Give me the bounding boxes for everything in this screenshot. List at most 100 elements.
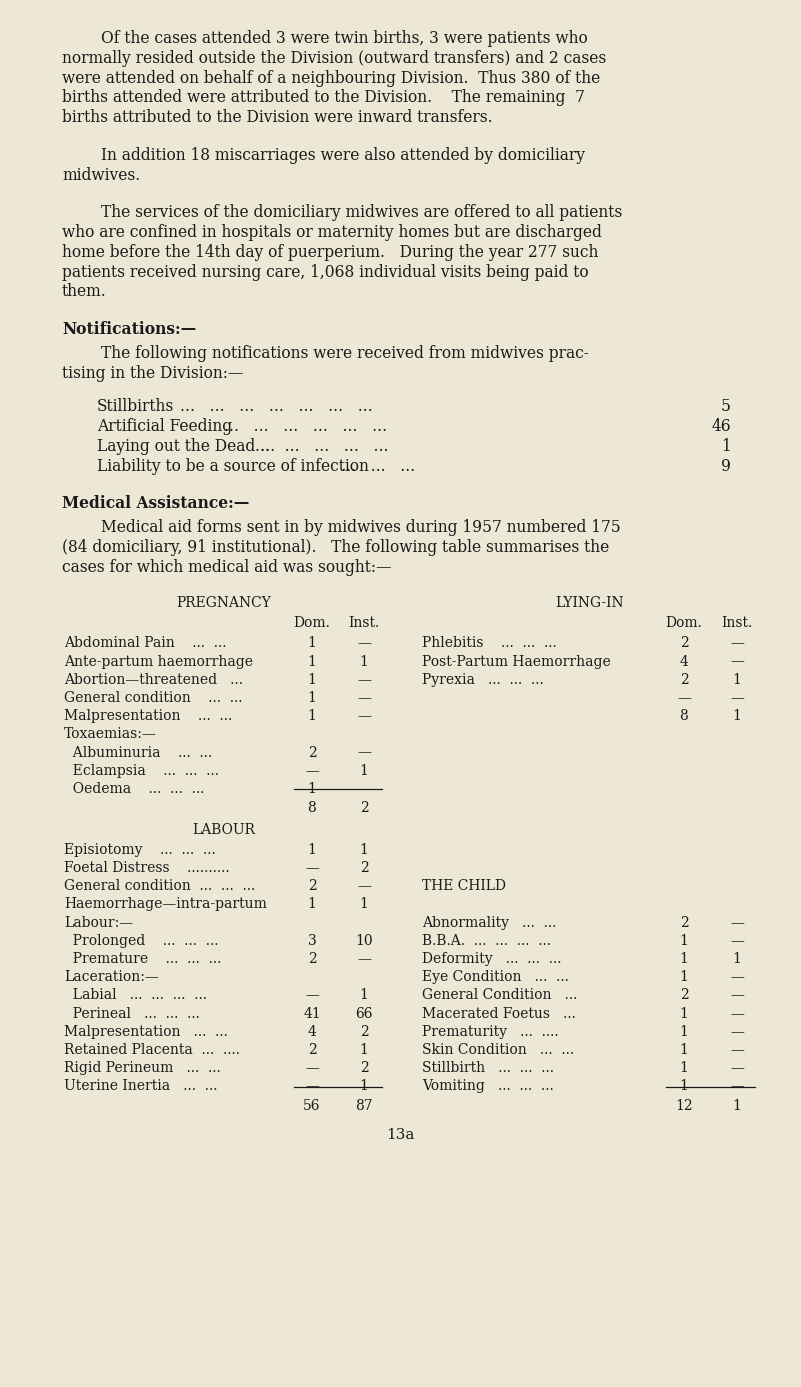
Text: Eye Condition   ...  ...: Eye Condition ... ... bbox=[422, 971, 569, 985]
Text: —: — bbox=[357, 673, 371, 687]
Text: —: — bbox=[730, 1025, 744, 1039]
Text: Medical Assistance:—: Medical Assistance:— bbox=[62, 495, 249, 512]
Text: —: — bbox=[730, 655, 744, 669]
Text: Dom.: Dom. bbox=[293, 616, 331, 630]
Text: —: — bbox=[305, 1079, 319, 1093]
Text: 12: 12 bbox=[675, 1099, 693, 1112]
Text: who are confined in hospitals or maternity homes but are discharged: who are confined in hospitals or materni… bbox=[62, 225, 602, 241]
Text: 46: 46 bbox=[711, 417, 731, 436]
Text: —: — bbox=[730, 1007, 744, 1021]
Text: midwives.: midwives. bbox=[62, 166, 140, 183]
Text: Skin Condition   ...  ...: Skin Condition ... ... bbox=[422, 1043, 574, 1057]
Text: Episiotomy    ...  ...  ...: Episiotomy ... ... ... bbox=[64, 843, 215, 857]
Text: Laying out the Dead ...: Laying out the Dead ... bbox=[97, 438, 275, 455]
Text: Ante-partum haemorrhage: Ante-partum haemorrhage bbox=[64, 655, 253, 669]
Text: —: — bbox=[357, 746, 371, 760]
Text: 1: 1 bbox=[679, 933, 688, 947]
Text: —: — bbox=[357, 879, 371, 893]
Text: 3: 3 bbox=[308, 933, 316, 947]
Text: —: — bbox=[357, 691, 371, 705]
Text: 8: 8 bbox=[308, 802, 316, 816]
Text: were attended on behalf of a neighbouring Division.  Thus 380 of the: were attended on behalf of a neighbourin… bbox=[62, 69, 600, 86]
Text: Rigid Perineum   ...  ...: Rigid Perineum ... ... bbox=[64, 1061, 221, 1075]
Text: —: — bbox=[357, 782, 371, 796]
Text: normally resided outside the Division (outward transfers) and 2 cases: normally resided outside the Division (o… bbox=[62, 50, 606, 67]
Text: Of the cases attended 3 were twin births, 3 were patients who: Of the cases attended 3 were twin births… bbox=[62, 31, 588, 47]
Text: —: — bbox=[305, 989, 319, 1003]
Text: —: — bbox=[730, 971, 744, 985]
Text: 1: 1 bbox=[679, 1061, 688, 1075]
Text: Macerated Foetus   ...: Macerated Foetus ... bbox=[422, 1007, 576, 1021]
Text: births attended were attributed to the Division.    The remaining  7: births attended were attributed to the D… bbox=[62, 89, 585, 107]
Text: 66: 66 bbox=[356, 1007, 372, 1021]
Text: —: — bbox=[305, 861, 319, 875]
Text: cases for which medical aid was sought:—: cases for which medical aid was sought:— bbox=[62, 559, 392, 576]
Text: 2: 2 bbox=[360, 1061, 368, 1075]
Text: 1: 1 bbox=[308, 691, 316, 705]
Text: Labial   ...  ...  ...  ...: Labial ... ... ... ... bbox=[64, 989, 207, 1003]
Text: Perineal   ...  ...  ...: Perineal ... ... ... bbox=[64, 1007, 200, 1021]
Text: The following notifications were received from midwives prac-: The following notifications were receive… bbox=[62, 345, 589, 362]
Text: Medical aid forms sent in by midwives during 1957 numbered 175: Medical aid forms sent in by midwives du… bbox=[62, 519, 621, 535]
Text: —: — bbox=[305, 1061, 319, 1075]
Text: 2: 2 bbox=[308, 1043, 316, 1057]
Text: —: — bbox=[730, 915, 744, 929]
Text: them.: them. bbox=[62, 283, 107, 301]
Text: 1: 1 bbox=[360, 655, 368, 669]
Text: (84 domiciliary, 91 institutional).   The following table summarises the: (84 domiciliary, 91 institutional). The … bbox=[62, 540, 610, 556]
Text: 1: 1 bbox=[679, 1025, 688, 1039]
Text: Deformity   ...  ...  ...: Deformity ... ... ... bbox=[422, 951, 562, 967]
Text: —: — bbox=[730, 637, 744, 651]
Text: —: — bbox=[357, 951, 371, 967]
Text: Laceration:—: Laceration:— bbox=[64, 971, 159, 985]
Text: Abnormality   ...  ...: Abnormality ... ... bbox=[422, 915, 557, 929]
Text: 1: 1 bbox=[733, 1099, 742, 1112]
Text: 1: 1 bbox=[679, 951, 688, 967]
Text: 1: 1 bbox=[360, 989, 368, 1003]
Text: —: — bbox=[357, 709, 371, 723]
Text: ...   ...   ...   ...   ...   ...   ...: ... ... ... ... ... ... ... bbox=[180, 398, 373, 415]
Text: Retained Placenta  ...  ....: Retained Placenta ... .... bbox=[64, 1043, 240, 1057]
Text: 2: 2 bbox=[679, 637, 688, 651]
Text: 1: 1 bbox=[360, 843, 368, 857]
Text: B.B.A.  ...  ...  ...  ...: B.B.A. ... ... ... ... bbox=[422, 933, 551, 947]
Text: 4: 4 bbox=[679, 655, 688, 669]
Text: Labour:—: Labour:— bbox=[64, 915, 133, 929]
Text: 9: 9 bbox=[721, 458, 731, 474]
Text: Malpresentation   ...  ...: Malpresentation ... ... bbox=[64, 1025, 227, 1039]
Text: 13a: 13a bbox=[386, 1128, 415, 1142]
Text: Pyrexia   ...  ...  ...: Pyrexia ... ... ... bbox=[422, 673, 544, 687]
Text: General condition  ...  ...  ...: General condition ... ... ... bbox=[64, 879, 256, 893]
Text: 1: 1 bbox=[308, 655, 316, 669]
Text: The services of the domiciliary midwives are offered to all patients: The services of the domiciliary midwives… bbox=[62, 204, 622, 222]
Text: 8: 8 bbox=[679, 709, 688, 723]
Text: —: — bbox=[730, 691, 744, 705]
Text: Uterine Inertia   ...  ...: Uterine Inertia ... ... bbox=[64, 1079, 218, 1093]
Text: Malpresentation    ...  ...: Malpresentation ... ... bbox=[64, 709, 232, 723]
Text: 2: 2 bbox=[308, 746, 316, 760]
Text: Toxaemias:—: Toxaemias:— bbox=[64, 727, 157, 741]
Text: 1: 1 bbox=[679, 1043, 688, 1057]
Text: Foetal Distress    ..........: Foetal Distress .......... bbox=[64, 861, 230, 875]
Text: 1: 1 bbox=[679, 971, 688, 985]
Text: LYING-IN: LYING-IN bbox=[555, 596, 624, 610]
Text: Stillbirth   ...  ...  ...: Stillbirth ... ... ... bbox=[422, 1061, 554, 1075]
Text: 1: 1 bbox=[360, 764, 368, 778]
Text: Premature    ...  ...  ...: Premature ... ... ... bbox=[64, 951, 221, 967]
Text: 2: 2 bbox=[308, 951, 316, 967]
Text: 4: 4 bbox=[308, 1025, 316, 1039]
Text: Prematurity   ...  ....: Prematurity ... .... bbox=[422, 1025, 558, 1039]
Text: Haemorrhage—intra-partum: Haemorrhage—intra-partum bbox=[64, 897, 267, 911]
Text: 2: 2 bbox=[360, 861, 368, 875]
Text: 1: 1 bbox=[721, 438, 731, 455]
Text: 1: 1 bbox=[308, 843, 316, 857]
Text: Eclampsia    ...  ...  ...: Eclampsia ... ... ... bbox=[64, 764, 219, 778]
Text: 1: 1 bbox=[733, 709, 742, 723]
Text: 2: 2 bbox=[679, 989, 688, 1003]
Text: Abdominal Pain    ...  ...: Abdominal Pain ... ... bbox=[64, 637, 227, 651]
Text: Vomiting   ...  ...  ...: Vomiting ... ... ... bbox=[422, 1079, 553, 1093]
Text: patients received nursing care, 1,068 individual visits being paid to: patients received nursing care, 1,068 in… bbox=[62, 264, 589, 280]
Text: Stillbirths: Stillbirths bbox=[97, 398, 175, 415]
Text: 1: 1 bbox=[360, 1043, 368, 1057]
Text: 2: 2 bbox=[679, 673, 688, 687]
